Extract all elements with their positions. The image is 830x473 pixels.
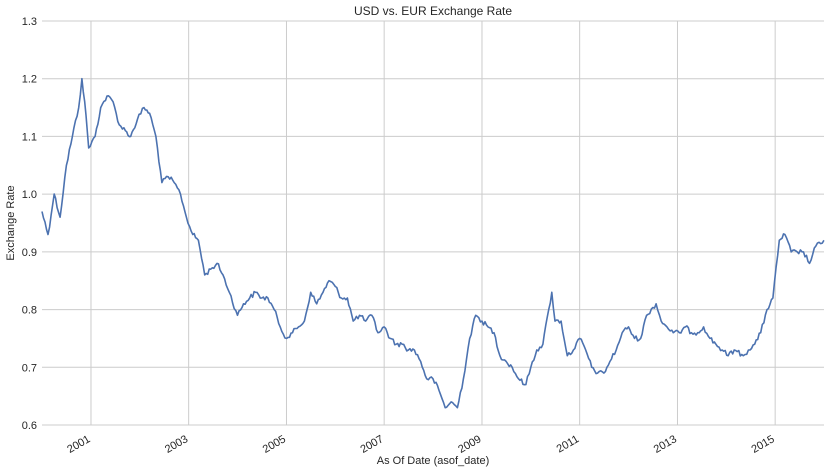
plot-background xyxy=(42,21,824,425)
y-tick-label: 0.7 xyxy=(22,362,37,374)
grid xyxy=(42,20,824,426)
exchange-rate-line xyxy=(41,77,825,409)
x-axis-label: As Of Date (asof_date) xyxy=(377,455,490,467)
x-tick-label: 2011 xyxy=(555,433,581,455)
y-tick-label: 1.1 xyxy=(22,131,37,143)
x-tick-label: 2005 xyxy=(261,433,288,456)
y-tick-label: 1.2 xyxy=(22,74,37,86)
x-tick-label: 2007 xyxy=(358,433,385,456)
chart-title: USD vs. EUR Exchange Rate xyxy=(354,4,512,18)
x-tick-label: 2009 xyxy=(456,433,483,456)
y-axis-label: Exchange Rate xyxy=(5,185,17,260)
y-tick-labels: 0.6 0.7 0.8 0.9 1.0 1.1 1.2 1.3 xyxy=(22,16,37,432)
x-tick-label: 2003 xyxy=(163,433,190,456)
x-tick-label: 2013 xyxy=(652,433,679,456)
x-tick-label: 2001 xyxy=(65,433,92,456)
x-tick-labels: 2001 2003 2005 2007 2009 2011 2013 2015 xyxy=(65,433,776,456)
y-tick-label: 0.6 xyxy=(22,420,37,432)
y-tick-label: 1.0 xyxy=(22,189,37,201)
x-tick-label: 2015 xyxy=(749,433,776,456)
y-tick-label: 0.8 xyxy=(22,305,37,317)
y-tick-label: 0.9 xyxy=(22,247,37,259)
y-tick-label: 1.3 xyxy=(22,16,37,28)
